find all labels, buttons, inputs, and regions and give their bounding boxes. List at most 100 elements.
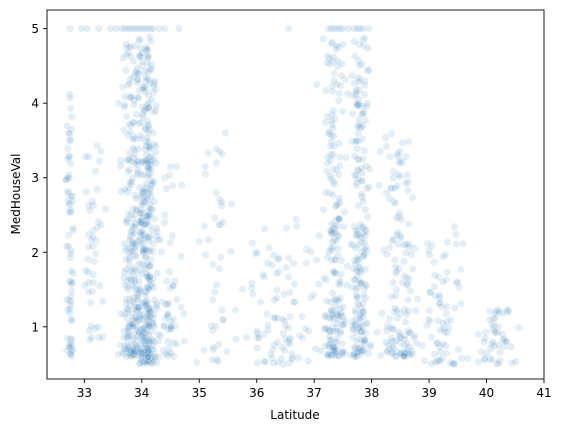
data-point [128, 240, 137, 249]
data-point [126, 43, 135, 51]
data-point [263, 259, 272, 267]
data-point [144, 143, 153, 152]
data-point [231, 335, 240, 344]
data-point [352, 348, 361, 357]
data-point [132, 160, 141, 169]
data-point [133, 307, 142, 316]
data-point [148, 320, 157, 329]
data-point [127, 319, 135, 328]
data-point [138, 353, 147, 362]
data-point [332, 166, 341, 174]
data-point [129, 314, 138, 322]
data-point [147, 335, 155, 343]
data-point [333, 24, 342, 33]
data-point [129, 118, 138, 127]
data-point [129, 348, 137, 356]
y-tick-label: 4 [31, 97, 39, 111]
data-point [389, 278, 398, 287]
data-point [301, 324, 310, 333]
data-point [394, 152, 402, 161]
data-point [337, 256, 346, 265]
data-point [338, 348, 347, 357]
data-point [144, 344, 153, 353]
data-point [141, 232, 150, 240]
data-point [142, 319, 151, 328]
data-point [329, 224, 338, 233]
data-point [135, 349, 143, 358]
data-point [358, 177, 367, 185]
data-point [136, 131, 145, 140]
data-point [446, 358, 455, 367]
data-point [128, 281, 137, 289]
data-point [146, 184, 155, 193]
data-point [154, 330, 162, 339]
data-point [373, 328, 382, 336]
data-point [379, 246, 388, 254]
data-point [135, 327, 143, 336]
data-point [351, 244, 360, 253]
data-point [137, 170, 146, 179]
data-point [328, 237, 337, 246]
data-point [428, 241, 436, 250]
data-point [141, 107, 150, 115]
data-point [139, 83, 148, 92]
data-point [216, 220, 225, 229]
data-point [66, 253, 75, 262]
data-point [144, 122, 153, 131]
data-point [326, 298, 335, 307]
data-point [360, 238, 369, 247]
data-point [354, 230, 363, 238]
data-point [274, 358, 282, 367]
data-point [329, 314, 338, 323]
data-point [358, 247, 366, 256]
data-point [122, 218, 131, 227]
data-point [142, 328, 150, 337]
data-point [166, 284, 175, 293]
data-point [134, 303, 143, 312]
data-point [327, 150, 335, 159]
data-point [352, 231, 361, 240]
data-point [121, 92, 129, 101]
data-point [143, 283, 152, 292]
data-point [376, 351, 385, 360]
data-point [114, 99, 123, 108]
data-point [131, 135, 140, 143]
data-point [357, 190, 366, 199]
data-point [145, 189, 154, 198]
data-point [474, 330, 483, 339]
data-point [126, 121, 135, 130]
data-point [334, 215, 343, 224]
data-point [138, 331, 146, 340]
data-point [353, 344, 362, 353]
data-point [357, 343, 365, 352]
data-point [486, 344, 495, 353]
data-point [144, 304, 153, 313]
data-point [65, 341, 74, 350]
data-point [387, 292, 396, 301]
data-point [145, 276, 154, 284]
data-point [84, 278, 93, 287]
data-point [351, 259, 360, 268]
data-point [329, 132, 338, 140]
data-point [149, 24, 158, 33]
data-point [65, 296, 74, 305]
data-point [145, 338, 154, 347]
data-point [405, 240, 413, 248]
data-point [333, 221, 342, 230]
data-point [147, 226, 156, 235]
data-point [166, 317, 175, 326]
data-point [128, 222, 137, 230]
data-point [359, 121, 367, 130]
data-point [145, 307, 154, 316]
data-point [353, 267, 362, 276]
data-point [149, 310, 158, 319]
data-point [145, 76, 153, 85]
data-point [122, 299, 131, 307]
data-point [401, 240, 410, 249]
data-point [362, 320, 371, 328]
data-point [252, 248, 261, 257]
data-point [147, 177, 156, 186]
data-point [359, 346, 368, 355]
data-point [334, 96, 343, 105]
